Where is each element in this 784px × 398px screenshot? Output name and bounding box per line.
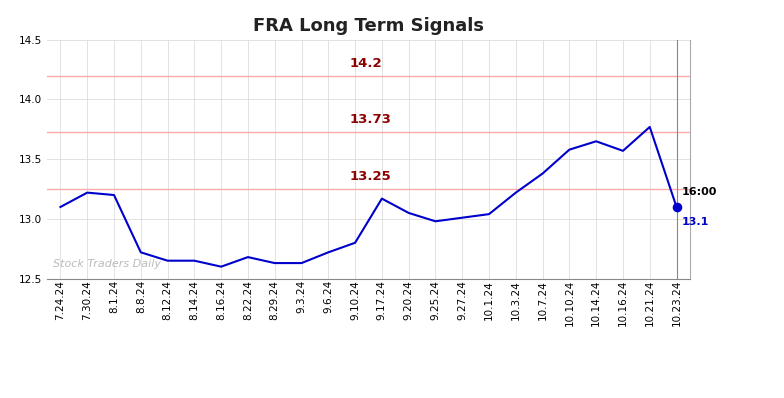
Text: 13.1: 13.1 [682, 217, 710, 226]
Text: 13.25: 13.25 [350, 170, 392, 183]
Text: Stock Traders Daily: Stock Traders Daily [53, 259, 162, 269]
Text: 16:00: 16:00 [682, 187, 717, 197]
Point [670, 204, 683, 210]
Text: 14.2: 14.2 [350, 57, 383, 70]
Title: FRA Long Term Signals: FRA Long Term Signals [253, 18, 484, 35]
Text: 13.73: 13.73 [350, 113, 392, 126]
